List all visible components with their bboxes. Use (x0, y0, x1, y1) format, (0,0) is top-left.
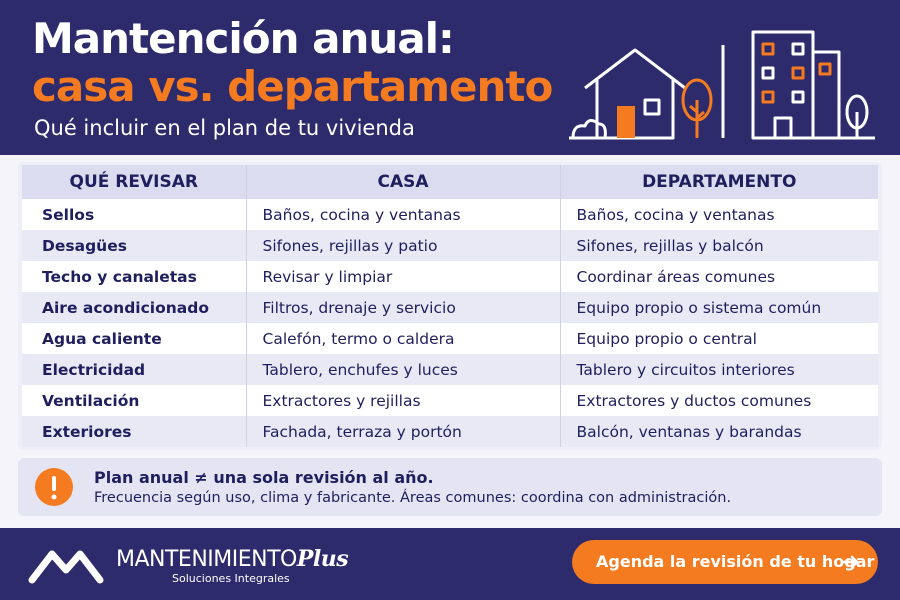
row-label: Aire acondicionado (22, 292, 246, 323)
logo (28, 550, 104, 584)
table-row: Exteriores Fachada, terraza y portón Balcó… (22, 416, 878, 447)
cell: Filtros, drenaje y servicio (245, 292, 560, 323)
cell: Baños, cocina y ventanas (559, 199, 878, 230)
title-accent: casa vs. departamento (32, 62, 553, 111)
header: Mantención anual: casa vs. departamento … (0, 0, 900, 155)
cell: Balcón, ventanas y barandas (559, 416, 878, 447)
table-row: Aire acondicionado Filtros, drenaje y ser… (22, 292, 878, 323)
brand-main: MANTENIMIENTO (116, 547, 297, 572)
cell: Baños, cocina y ventanas (245, 199, 560, 230)
note-box: Plan anual ≠ una sola revisión al año. F… (18, 458, 882, 516)
subtitle: Qué incluir en el plan de tu vivienda (34, 116, 415, 140)
cell: Sifones, rejillas y balcón (559, 230, 878, 261)
title: Mantención anual: (32, 14, 455, 63)
header-illustration (569, 30, 875, 140)
note-text: Frecuencia según uso, clima y fabricante… (94, 490, 732, 506)
tagline: Soluciones Integrales (172, 572, 290, 585)
row-label: Exteriores (22, 416, 246, 447)
row-label: Sellos (22, 199, 246, 230)
table-header: QUÉ REVISAR CASA DEPARTAMENTO (22, 165, 878, 199)
row-label: Techo y canaletas (22, 261, 246, 292)
cta-button[interactable]: Agenda la revisión de tu hogar (572, 540, 878, 584)
cell: Tablero y circuitos interiores (559, 354, 878, 385)
brand-accent: Plus (296, 546, 349, 572)
row-label: Agua caliente (22, 323, 246, 354)
cell: Extractores y rejillas (245, 385, 560, 416)
footer: MANTENIMIENTOPlus Soluciones Integrales … (0, 528, 900, 600)
arrow-icon (842, 555, 859, 569)
cell: Coordinar áreas comunes (559, 261, 878, 292)
row-label: Electricidad (22, 354, 246, 385)
cell: Extractores y ductos comunes (559, 385, 878, 416)
table-row: Electricidad Tablero, enchufes y luces Tab… (22, 354, 878, 385)
cell: Sifones, rejillas y patio (245, 230, 560, 261)
column-header: CASA (245, 165, 560, 199)
table-row: Ventilación Extractores y rejillas Extract… (22, 385, 878, 416)
cell: Equipo propio o central (559, 323, 878, 354)
table-row: Sellos Baños, cocina y ventanas Baños, coc… (22, 199, 878, 230)
column-header: DEPARTAMENTO (559, 165, 878, 199)
table-row: Techo y canaletas Revisar y limpiar Coordi… (22, 261, 878, 292)
column-header: QUÉ REVISAR (22, 165, 246, 199)
cell: Revisar y limpiar (245, 261, 560, 292)
comparison-table: QUÉ REVISAR CASA DEPARTAMENTO Sellos Baños,… (22, 165, 878, 447)
table-row: Agua caliente Calefón, termo o caldera Equ… (22, 323, 878, 354)
table-row: Desagües Sifones, rejillas y patio Sifones… (22, 230, 878, 261)
brand: MANTENIMIENTOPlus (116, 546, 349, 572)
cell: Tablero, enchufes y luces (245, 354, 560, 385)
cell: Fachada, terraza y portón (245, 416, 560, 447)
note-title: Plan anual ≠ una sola revisión al año. (94, 468, 434, 487)
cta-label: Agenda la revisión de tu hogar (596, 552, 875, 571)
cell: Calefón, termo o caldera (245, 323, 560, 354)
alert-icon (35, 468, 73, 506)
row-label: Ventilación (22, 385, 246, 416)
row-label: Desagües (22, 230, 246, 261)
cell: Equipo propio o sistema común (559, 292, 878, 323)
